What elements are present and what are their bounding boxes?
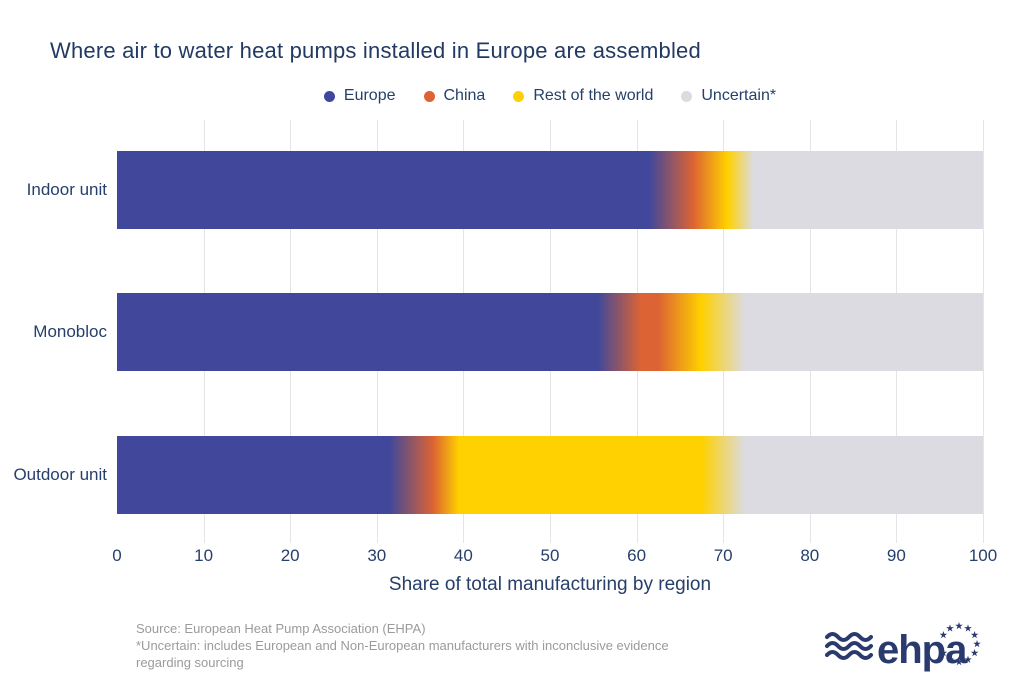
legend-label: China [443, 87, 486, 104]
x-tick-label: 0 [112, 546, 122, 565]
x-tick-label: 90 [886, 546, 906, 565]
plot-area [117, 120, 984, 543]
ehpa-logo: ehpa [822, 616, 1002, 683]
logo-text: ehpa [877, 628, 968, 672]
category-label: Monobloc [33, 322, 107, 341]
source-line: Source: European Heat Pump Association (… [136, 621, 426, 636]
x-tick-label: 50 [540, 546, 560, 565]
x-tick-label: 10 [194, 546, 214, 565]
bar-monobloc [117, 293, 983, 371]
legend-dot-icon [681, 90, 693, 102]
x-tick-label: 60 [627, 546, 647, 565]
x-tick-label: 80 [800, 546, 820, 565]
source-line: *Uncertain: includes European and Non-Eu… [136, 638, 669, 653]
x-axis: 0 10 20 30 40 50 60 70 80 90 100 [112, 546, 997, 566]
bar-outdoor-unit [117, 436, 983, 514]
x-tick-label: 40 [453, 546, 473, 565]
legend-item: Uncertain* [681, 87, 776, 105]
legend-dot-icon [323, 90, 335, 102]
chart-title: Where air to water heat pumps installed … [50, 38, 701, 63]
star-icon [970, 649, 979, 657]
legend-item: Rest of the world [513, 87, 653, 105]
legend-dot-icon [513, 90, 525, 102]
x-tick-label: 30 [367, 546, 387, 565]
category-label: Outdoor unit [13, 465, 107, 484]
legend: Europe China Rest of the world Uncertain* [117, 86, 983, 106]
x-tick-label: 20 [280, 546, 300, 565]
x-tick-label: 70 [713, 546, 733, 565]
source-note: Source: European Heat Pump Association (… [136, 620, 669, 671]
category-label: Indoor unit [26, 180, 107, 199]
star-icon [973, 640, 981, 648]
x-tick-label: 100 [968, 546, 998, 565]
x-axis-title: Share of total manufacturing by region [388, 574, 712, 595]
legend-label: Rest of the world [533, 87, 654, 104]
legend-item: Europe [323, 87, 396, 105]
waves-icon [825, 632, 873, 660]
gridline [983, 120, 984, 543]
legend-dot-icon [423, 90, 435, 102]
star-icon [970, 631, 979, 639]
bar-indoor-unit [117, 151, 983, 229]
legend-item: China [423, 87, 486, 105]
source-line: regarding sourcing [136, 655, 244, 670]
legend-label: Uncertain* [701, 87, 777, 104]
legend-label: Europe [343, 87, 396, 104]
